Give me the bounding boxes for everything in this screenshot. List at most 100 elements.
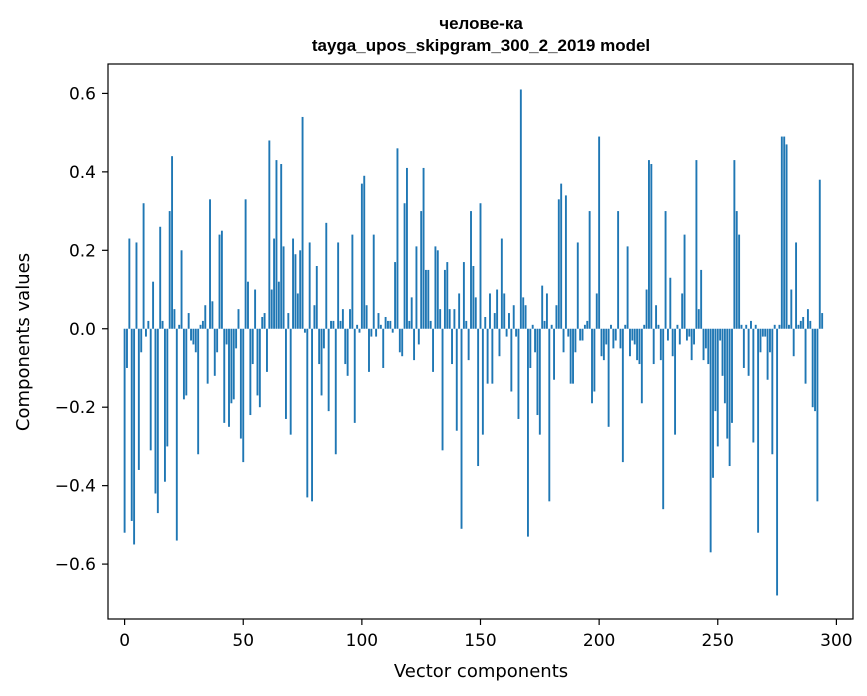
bar-32: [199, 324, 202, 329]
bar-27: [187, 313, 190, 329]
chart-subtitle: tayga_upos_skipgram_300_2_2019 model: [312, 36, 650, 55]
axes-group: 0 50 100 150 200 250 300 −0.6 −0.4 −0.2 0.0 0.2 0.4 0…: [55, 84, 853, 651]
bar-162: [508, 313, 510, 329]
bar-99: [358, 328, 361, 333]
bar-257: [733, 160, 736, 329]
bar-164: [512, 305, 515, 329]
bar-143: [462, 262, 465, 329]
bar-74: [299, 250, 302, 329]
bar-165: [515, 328, 518, 337]
bar-69: [287, 313, 290, 329]
bar-73: [296, 293, 299, 329]
bar-155: [491, 328, 494, 384]
bar-149: [477, 328, 480, 467]
bar-57: [258, 328, 261, 408]
bar-98: [356, 324, 359, 329]
bar-179: [548, 328, 551, 502]
bar-53: [249, 328, 252, 416]
bar-48: [237, 309, 240, 329]
bar-46: [232, 328, 235, 400]
bar-43: [225, 328, 228, 345]
bar-172: [531, 324, 534, 329]
bar-194: [583, 324, 586, 329]
bar-95: [349, 309, 351, 329]
x-tick-label: 250: [702, 631, 734, 651]
bar-262: [745, 324, 748, 329]
bar-281: [790, 289, 793, 329]
bar-6: [137, 328, 140, 470]
bar-166: [517, 328, 520, 419]
bar-100: [360, 183, 363, 329]
x-tick-label: 100: [346, 631, 378, 651]
bar-156: [493, 313, 496, 329]
bar-133: [439, 309, 442, 329]
bar-153: [486, 328, 489, 384]
bar-59: [263, 313, 266, 329]
bar-245: [704, 328, 707, 349]
bar-276: [778, 324, 781, 329]
bar-240: [693, 328, 695, 345]
bar-230: [669, 277, 672, 329]
bar-234: [678, 328, 681, 345]
bar-107: [377, 313, 380, 329]
bar-268: [759, 328, 762, 353]
bar-130: [432, 328, 434, 372]
bar-136: [446, 262, 449, 329]
bar-23: [178, 324, 181, 329]
bar-217: [638, 328, 641, 365]
bar-279: [785, 144, 788, 329]
bar-190: [574, 328, 577, 353]
bar-24: [180, 250, 183, 329]
bar-286: [802, 316, 805, 329]
y-tick-label: −0.2: [55, 398, 96, 418]
bar-154: [489, 293, 491, 329]
bar-147: [472, 266, 475, 329]
bar-280: [787, 324, 790, 329]
bar-84: [322, 328, 325, 349]
bar-185: [562, 328, 565, 353]
bar-13: [154, 328, 157, 494]
bar-132: [436, 250, 439, 329]
bar-81: [315, 266, 318, 329]
bar-34: [204, 305, 207, 329]
bar-206: [612, 328, 615, 349]
bar-225: [657, 324, 660, 329]
bar-67: [282, 246, 285, 329]
bar-157: [496, 289, 499, 329]
bar-55: [254, 289, 257, 329]
bar-159: [500, 238, 503, 329]
bar-1: [126, 328, 128, 368]
bar-135: [443, 269, 446, 329]
bar-85: [325, 222, 328, 329]
bar-26: [185, 328, 188, 396]
bar-186: [564, 195, 567, 329]
bar-197: [591, 328, 593, 404]
bar-145: [467, 328, 470, 361]
bar-181: [553, 328, 555, 380]
bar-199: [595, 293, 598, 329]
x-tick-label: 0: [119, 631, 130, 651]
bar-169: [524, 305, 527, 329]
bar-103: [368, 328, 370, 372]
bar-205: [610, 324, 612, 329]
bar-19: [168, 211, 171, 329]
bar-124: [417, 328, 420, 345]
bar-8: [142, 203, 145, 329]
bar-256: [731, 328, 733, 423]
bar-62: [270, 289, 273, 329]
bar-204: [607, 328, 610, 427]
bar-228: [664, 211, 667, 329]
bar-236: [683, 234, 686, 329]
bar-188: [569, 328, 572, 384]
x-tick-label: 300: [820, 631, 852, 651]
bar-70: [289, 328, 292, 435]
bar-79: [311, 328, 313, 502]
bar-158: [498, 328, 501, 357]
bar-125: [420, 211, 423, 329]
bar-198: [593, 328, 596, 392]
bar-284: [797, 324, 800, 329]
bar-45: [230, 328, 233, 404]
bar-260: [740, 324, 743, 329]
bar-193: [581, 328, 584, 341]
